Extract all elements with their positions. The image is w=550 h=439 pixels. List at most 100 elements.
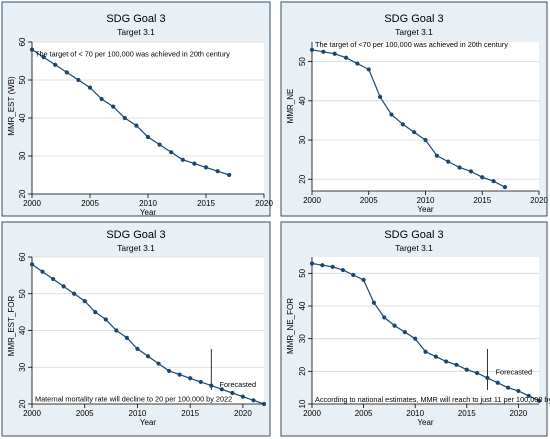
data-point xyxy=(423,137,428,143)
data-point xyxy=(330,264,335,269)
annotation-1: The target of < 70 per 100,000 was achie… xyxy=(35,49,230,58)
data-point xyxy=(134,123,139,128)
data-point xyxy=(495,380,500,385)
data-point xyxy=(103,317,108,322)
y-tick-label: 50 xyxy=(298,57,307,66)
data-point xyxy=(371,300,377,305)
data-point xyxy=(215,169,220,174)
data-point xyxy=(343,55,349,60)
data-point xyxy=(516,388,521,394)
annotation-2: According to national estimates, MMR wil… xyxy=(315,395,550,404)
annotation-1: The target of <70 per 100,000 was achiev… xyxy=(315,40,508,49)
data-point xyxy=(485,375,490,380)
data-point xyxy=(382,315,387,320)
y-tick-label: 30 xyxy=(298,334,307,343)
data-point xyxy=(157,142,162,147)
x-tick-label: 2015 xyxy=(473,196,491,205)
data-point xyxy=(434,153,439,158)
chart-title: SDG Goal 3 xyxy=(106,229,165,241)
x-tick-label: 2020 xyxy=(234,409,252,418)
y-tick-label: 40 xyxy=(18,326,27,335)
data-point xyxy=(72,291,77,296)
y-tick-label: 40 xyxy=(298,301,307,310)
x-tick-label: 2005 xyxy=(81,199,99,208)
data-point xyxy=(320,263,325,268)
data-point xyxy=(169,150,174,155)
chart-subtitle: Target 3.1 xyxy=(117,27,155,37)
x-tick-label: 2005 xyxy=(76,409,94,418)
y-tick-label: 60 xyxy=(18,37,27,46)
x-tick-label: 2020 xyxy=(255,199,273,208)
data-point xyxy=(309,47,315,52)
data-point xyxy=(99,96,104,102)
data-point xyxy=(361,277,366,282)
data-point xyxy=(29,47,35,52)
data-point xyxy=(351,272,356,278)
chart-title: SDG Goal 3 xyxy=(384,13,443,25)
data-point xyxy=(76,77,81,83)
y-tick-label: 20 xyxy=(18,189,27,198)
data-point xyxy=(378,94,383,99)
plot-area xyxy=(312,257,539,404)
x-tick-label: 2000 xyxy=(303,409,321,418)
plot-area xyxy=(312,42,539,191)
x-tick-label: 2000 xyxy=(23,199,41,208)
data-point xyxy=(50,276,56,282)
data-point xyxy=(82,299,87,304)
data-point xyxy=(332,51,337,56)
data-point xyxy=(474,370,480,376)
data-point xyxy=(114,328,119,333)
y-tick-label: 40 xyxy=(18,113,27,122)
y-axis-label: MMR_EST_FOR xyxy=(7,296,16,357)
data-point xyxy=(192,161,197,166)
data-point xyxy=(156,361,161,366)
data-point xyxy=(111,104,116,109)
data-point xyxy=(413,336,418,341)
data-point xyxy=(166,368,172,374)
y-tick-label: 30 xyxy=(18,362,27,371)
data-point xyxy=(412,130,417,135)
data-point xyxy=(198,379,203,385)
annotation-2: Maternal mortality rate will decline to … xyxy=(35,394,232,403)
data-point xyxy=(145,354,151,359)
data-point xyxy=(124,335,130,340)
data-point xyxy=(355,61,360,66)
data-point xyxy=(389,112,394,117)
chart-panel-1: 20 30 40 50 60 2000 2005 2010 2015 2020 SDG Goal 3… xyxy=(1,1,273,217)
data-point xyxy=(392,323,397,328)
data-point xyxy=(446,159,451,164)
data-point xyxy=(53,62,58,67)
data-point xyxy=(64,70,69,75)
data-point xyxy=(423,349,428,354)
data-point xyxy=(366,67,371,72)
x-axis-label: Year xyxy=(417,418,434,427)
x-tick-label: 2010 xyxy=(129,409,147,418)
data-point xyxy=(87,85,93,90)
data-point xyxy=(61,284,66,289)
data-point xyxy=(402,330,407,335)
y-axis-label: MMR_NE xyxy=(286,89,295,124)
data-point xyxy=(135,346,140,351)
data-point xyxy=(41,55,46,60)
data-point xyxy=(400,122,405,127)
data-point xyxy=(29,262,35,267)
x-tick-label: 2000 xyxy=(23,409,41,418)
x-axis-label: Year xyxy=(140,208,157,217)
y-tick-label: 40 xyxy=(298,96,307,105)
chart-subtitle: Target 3.1 xyxy=(395,243,433,253)
y-tick-label: 20 xyxy=(18,399,27,408)
chart-subtitle: Target 3.1 xyxy=(117,243,155,253)
y-axis-label: MMR_NE_FOR xyxy=(286,298,295,354)
x-axis-label: Year xyxy=(417,205,434,214)
data-point xyxy=(227,172,232,178)
data-point xyxy=(454,362,459,367)
y-tick-label: 20 xyxy=(298,174,307,183)
x-tick-label: 2005 xyxy=(360,196,378,205)
x-tick-label: 2010 xyxy=(406,409,424,418)
data-point xyxy=(321,49,326,54)
y-tick-label: 20 xyxy=(298,366,307,375)
chart-subtitle: Target 3.1 xyxy=(395,27,433,37)
data-point xyxy=(261,401,267,407)
chart-title: SDG Goal 3 xyxy=(106,13,165,25)
